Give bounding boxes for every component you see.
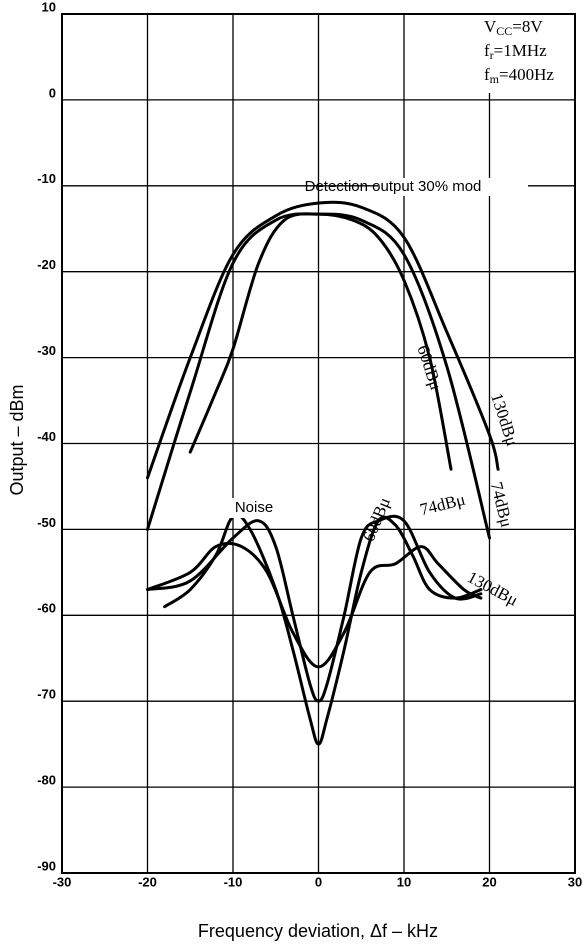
- series-label: 130dBμ: [464, 567, 521, 609]
- condition-value: =1MHz: [494, 41, 547, 60]
- x-axis-label: Frequency deviation, Δf – kHz: [198, 921, 438, 941]
- x-tick-label: -30: [53, 874, 72, 889]
- y-tick-label: -80: [37, 773, 56, 788]
- series-label: 74dBμ: [487, 480, 517, 529]
- x-tick-label: 30: [568, 874, 582, 889]
- y-tick-label: -40: [37, 429, 56, 444]
- annotation-background: [378, 178, 528, 196]
- line-series: [146, 541, 483, 669]
- conditions-box: [478, 15, 574, 93]
- condition-value: =400Hz: [499, 65, 554, 84]
- condition: fm=400Hz: [484, 65, 554, 86]
- line-series: [146, 514, 483, 703]
- annotation: Noise: [235, 499, 273, 516]
- y-tick-label: 10: [42, 0, 56, 14]
- x-tick-label: 10: [397, 874, 411, 889]
- annotation: Detection output 30% mod: [305, 178, 482, 195]
- y-tick-label: -50: [37, 515, 56, 530]
- y-tick-label: -30: [37, 343, 56, 358]
- condition-symbol: V: [484, 17, 497, 36]
- x-tick-label: -20: [138, 874, 157, 889]
- y-axis-label: Output – dBm: [7, 384, 27, 495]
- y-tick-label: -60: [37, 601, 56, 616]
- condition-subscript: r: [490, 48, 494, 62]
- line-series: [146, 200, 500, 480]
- condition: fr=1MHz: [484, 41, 547, 62]
- condition-symbol: f: [484, 65, 490, 84]
- y-tick-label: -20: [37, 257, 56, 272]
- y-tick-label: -90: [37, 858, 56, 873]
- x-tick-label: 0: [315, 874, 322, 889]
- condition-symbol: f: [484, 41, 490, 60]
- y-tick-label: -70: [37, 687, 56, 702]
- annotation-background: [225, 498, 285, 518]
- x-tick-label: 20: [482, 874, 496, 889]
- series-label: 74dBμ: [418, 490, 467, 520]
- y-tick-label: 0: [49, 85, 56, 100]
- condition: VCC=8V: [484, 17, 543, 38]
- condition-subscript: m: [490, 72, 500, 86]
- line-series: [146, 212, 491, 540]
- condition-value: =8V: [512, 17, 543, 36]
- x-tick-label: -10: [224, 874, 243, 889]
- y-tick-label: -10: [37, 171, 56, 186]
- condition-subscript: CC: [496, 24, 512, 38]
